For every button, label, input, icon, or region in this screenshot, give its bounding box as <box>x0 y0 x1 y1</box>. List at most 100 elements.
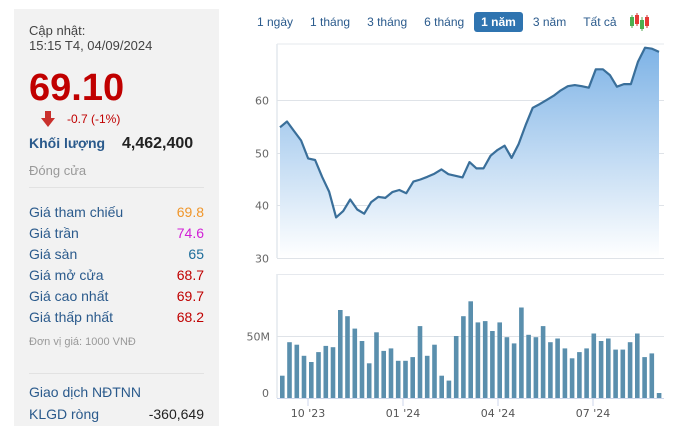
volume-bar <box>403 360 408 398</box>
net-volume-value: -360,649 <box>148 406 204 422</box>
price-change-row: -0.7 (-1%) <box>29 109 204 129</box>
volume-bar <box>366 363 372 398</box>
volume-bar <box>468 301 473 398</box>
divider <box>29 373 204 374</box>
volume-bar <box>620 349 626 398</box>
y-tick-label: 30 <box>255 253 269 266</box>
stat-label: Giá cao nhất <box>29 287 109 304</box>
y-tick-label: 50M <box>247 331 271 344</box>
volume-bar <box>309 362 314 398</box>
volume-label: Khối lượng <box>29 135 106 151</box>
range-tab-3-tháng[interactable]: 3 tháng <box>367 15 408 29</box>
volume-bar <box>511 343 517 398</box>
quote-panel: Cập nhật: 15:15 T4, 04/09/2024 69.10 -0.… <box>14 9 219 426</box>
volume-bar <box>410 357 415 398</box>
stat-value: 68.2 <box>176 308 204 325</box>
volume-bar <box>540 326 546 398</box>
volume-bar <box>519 307 524 398</box>
volume-bar <box>555 338 560 398</box>
stat-value: 68.7 <box>176 266 204 283</box>
range-tab-6-tháng[interactable]: 6 tháng <box>424 15 465 29</box>
volume-bar <box>533 337 539 398</box>
volume-bar <box>338 310 343 398</box>
range-tab-1-ngày[interactable]: 1 ngày <box>257 15 294 29</box>
x-tick-label: 07 '24 <box>576 407 611 420</box>
volume-bar <box>584 348 589 398</box>
volume-bar <box>591 333 597 398</box>
volume-bar <box>497 322 502 398</box>
volume-bar <box>482 321 488 398</box>
volume-bar <box>432 344 437 398</box>
price-line <box>279 46 660 219</box>
volume-bar <box>395 360 401 398</box>
volume-bar <box>446 380 452 398</box>
stat-row: Giá tham chiếu 69.8 <box>29 201 204 222</box>
stat-row: Giá trần 74.6 <box>29 222 204 243</box>
range-tab-Tất-cả[interactable]: Tất cả <box>583 15 617 29</box>
candlestick-icon[interactable] <box>629 12 651 32</box>
updated-time: 15:15 T4, 04/09/2024 <box>29 38 153 53</box>
volume-bar <box>388 348 394 398</box>
volume-bar <box>301 355 307 398</box>
volume-bar <box>642 357 647 398</box>
volume-bar <box>461 316 466 398</box>
price-area <box>280 47 659 259</box>
divider <box>29 187 204 188</box>
price-change: -0.7 (-1%) <box>67 112 121 126</box>
updated-label: Cập nhật: <box>29 23 86 38</box>
volume-bar <box>475 322 481 398</box>
volume-bar <box>562 348 568 398</box>
volume-bar <box>569 358 575 398</box>
stock-chart: 30 40 50 60 50M 0 10 '23 01 '24 04 '24 07 '24 <box>247 43 664 420</box>
market-status: Đóng cửa <box>29 163 87 178</box>
volume-bar <box>656 393 662 398</box>
volume-bar <box>548 342 553 398</box>
x-tick-label: 04 '24 <box>481 407 516 420</box>
stat-row: Giá mở cửa 68.7 <box>29 264 204 285</box>
stat-row: Giá cao nhất 69.7 <box>29 285 204 306</box>
arrow-down-icon <box>41 111 55 127</box>
volume-bar <box>381 350 386 398</box>
volume-bar <box>374 332 379 398</box>
volume-bar <box>627 342 633 398</box>
price-stats: Giá tham chiếu 69.8 Giá trần 74.6 Giá sàn 65 G… <box>29 201 204 327</box>
x-tick-label: 10 '23 <box>291 407 326 420</box>
volume-bar <box>453 336 459 398</box>
time-range-tabs: 1 ngày 1 tháng 3 tháng 6 tháng 1 năm 3 năm Tất… <box>250 12 651 32</box>
x-tick-label: 01 '24 <box>386 407 421 420</box>
volume-bar <box>424 355 430 398</box>
foreign-net-row: KLGD ròng -360,649 <box>29 406 204 422</box>
range-tab-3-năm[interactable]: 3 năm <box>532 15 567 29</box>
stat-row: Giá sàn 65 <box>29 243 204 264</box>
y-tick-label: 40 <box>255 200 269 213</box>
volume-bar <box>613 349 618 398</box>
y-tick-label: 60 <box>255 95 269 108</box>
volume-bar <box>649 353 655 398</box>
volume-bar <box>359 341 365 398</box>
volume-bar <box>323 345 329 398</box>
volume-bar <box>352 328 358 398</box>
stat-label: Giá mở cửa <box>29 266 104 283</box>
current-price: 69.10 <box>29 67 125 109</box>
stat-row: Giá thấp nhất 68.2 <box>29 306 204 327</box>
y-tick-label: 0 <box>262 387 269 400</box>
foreign-trading-title: Giao dịch NĐTNN <box>29 384 142 400</box>
volume-row: Khối lượng 4,462,400 <box>29 135 204 153</box>
volume-bar <box>439 375 444 398</box>
stat-label: Giá sàn <box>29 245 78 262</box>
net-volume-label: KLGD ròng <box>29 406 100 422</box>
volume-bar <box>417 326 423 398</box>
y-tick-label: 50 <box>255 148 269 161</box>
volume-bar <box>577 352 582 398</box>
unit-note: Đơn vị giá: 1000 VNĐ <box>29 336 136 348</box>
volume-bar <box>330 347 336 398</box>
stat-value: 65 <box>188 245 204 262</box>
range-tab-1-tháng[interactable]: 1 tháng <box>310 15 351 29</box>
range-tab-1-năm[interactable]: 1 năm <box>474 12 523 32</box>
volume-value: 4,462,400 <box>122 135 194 152</box>
volume-bar <box>316 352 321 398</box>
volume-bar <box>280 375 285 398</box>
volume-bar <box>345 316 350 398</box>
stat-label: Giá trần <box>29 224 79 241</box>
stat-label: Giá thấp nhất <box>29 308 114 325</box>
